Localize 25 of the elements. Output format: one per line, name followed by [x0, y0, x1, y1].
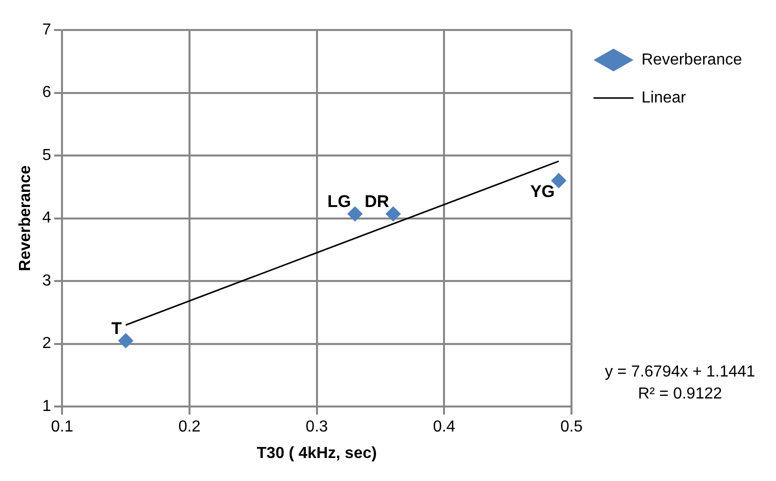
annotation: T [111, 318, 122, 338]
y-tick-label: 4 [42, 210, 52, 227]
x-tick-label: 0.3 [306, 418, 328, 436]
text: y = 7.6794x + 1.1441 [604, 363, 756, 380]
y-tick-label: 2 [42, 335, 52, 352]
point [348, 206, 363, 222]
y-axis-title: Reverberance [17, 165, 34, 272]
point [118, 333, 134, 348]
x-tick-label: 0.5 [560, 418, 583, 436]
legend-label: Linear [642, 89, 687, 106]
annotation: LG [327, 192, 352, 212]
y-tick-label: 3 [42, 272, 52, 290]
x-tick-label: 0.2 [178, 418, 201, 436]
annotation: YG [530, 182, 555, 201]
y-tick-label: 7 [42, 21, 52, 38]
y-tick-label: 1 [42, 398, 52, 416]
x-tick-label: 0.4 [433, 418, 456, 436]
text: R² = 0.9122 [638, 385, 722, 402]
x-tick-label: 0.1 [50, 418, 74, 436]
x-axis-title: T30 ( 4kHz, sec) [256, 444, 377, 462]
annotation: DR [364, 192, 390, 212]
y-tick-label: 5 [42, 146, 52, 164]
y-tick-label: 6 [42, 84, 52, 102]
point [386, 206, 401, 222]
legend-label: Reverberance [642, 51, 742, 68]
